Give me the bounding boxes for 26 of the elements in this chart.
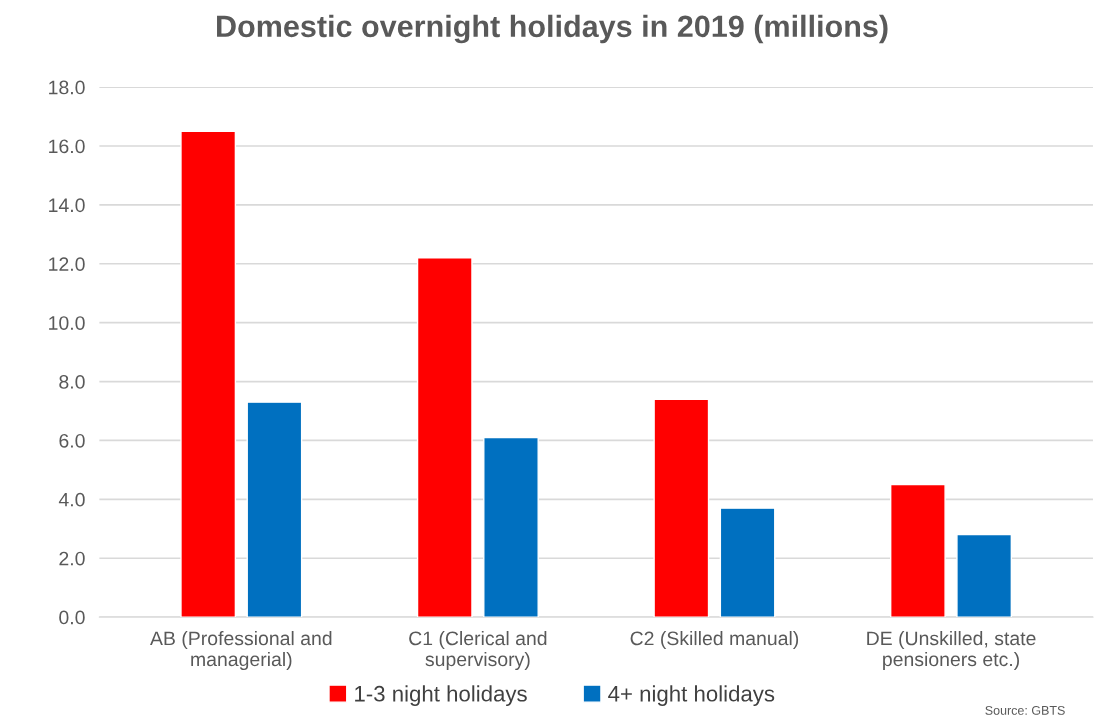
x-tick-label: DE (Unskilled, state pensioners etc.) [867, 630, 1036, 671]
y-tick-label: 0.0 [59, 610, 85, 625]
source-note: Source: GBTS [985, 705, 1065, 715]
bar [180, 130, 237, 618]
bar [246, 401, 303, 618]
bar [416, 257, 473, 618]
y-tick-label: 12.0 [49, 257, 85, 272]
chart-title: Domestic overnight holidays in 2019 (millions) [217, 14, 888, 44]
legend-label: 4+ night holidays [608, 685, 775, 706]
x-tick-label: C2 (Skilled manual) [630, 630, 799, 650]
x-tick-label: C1 (Clerical and supervisory) [409, 630, 547, 671]
x-tick-label: AB (Professional and managerial) [150, 630, 332, 671]
legend-label: 1-3 night holidays [355, 685, 527, 706]
bar [956, 533, 1013, 618]
y-tick-label: 16.0 [49, 139, 85, 154]
y-tick-label: 14.0 [49, 198, 85, 213]
y-tick-label: 10.0 [49, 316, 85, 330]
bar [483, 436, 539, 618]
y-tick-label: 4.0 [58, 492, 85, 507]
y-tick-label: 8.0 [59, 375, 85, 389]
y-tick-label: 2.0 [59, 551, 85, 566]
y-tick-label: 18.0 [49, 80, 85, 95]
bar [719, 507, 776, 618]
bar [653, 398, 710, 618]
y-tick-label: 6.0 [59, 433, 85, 448]
bar [889, 483, 946, 618]
